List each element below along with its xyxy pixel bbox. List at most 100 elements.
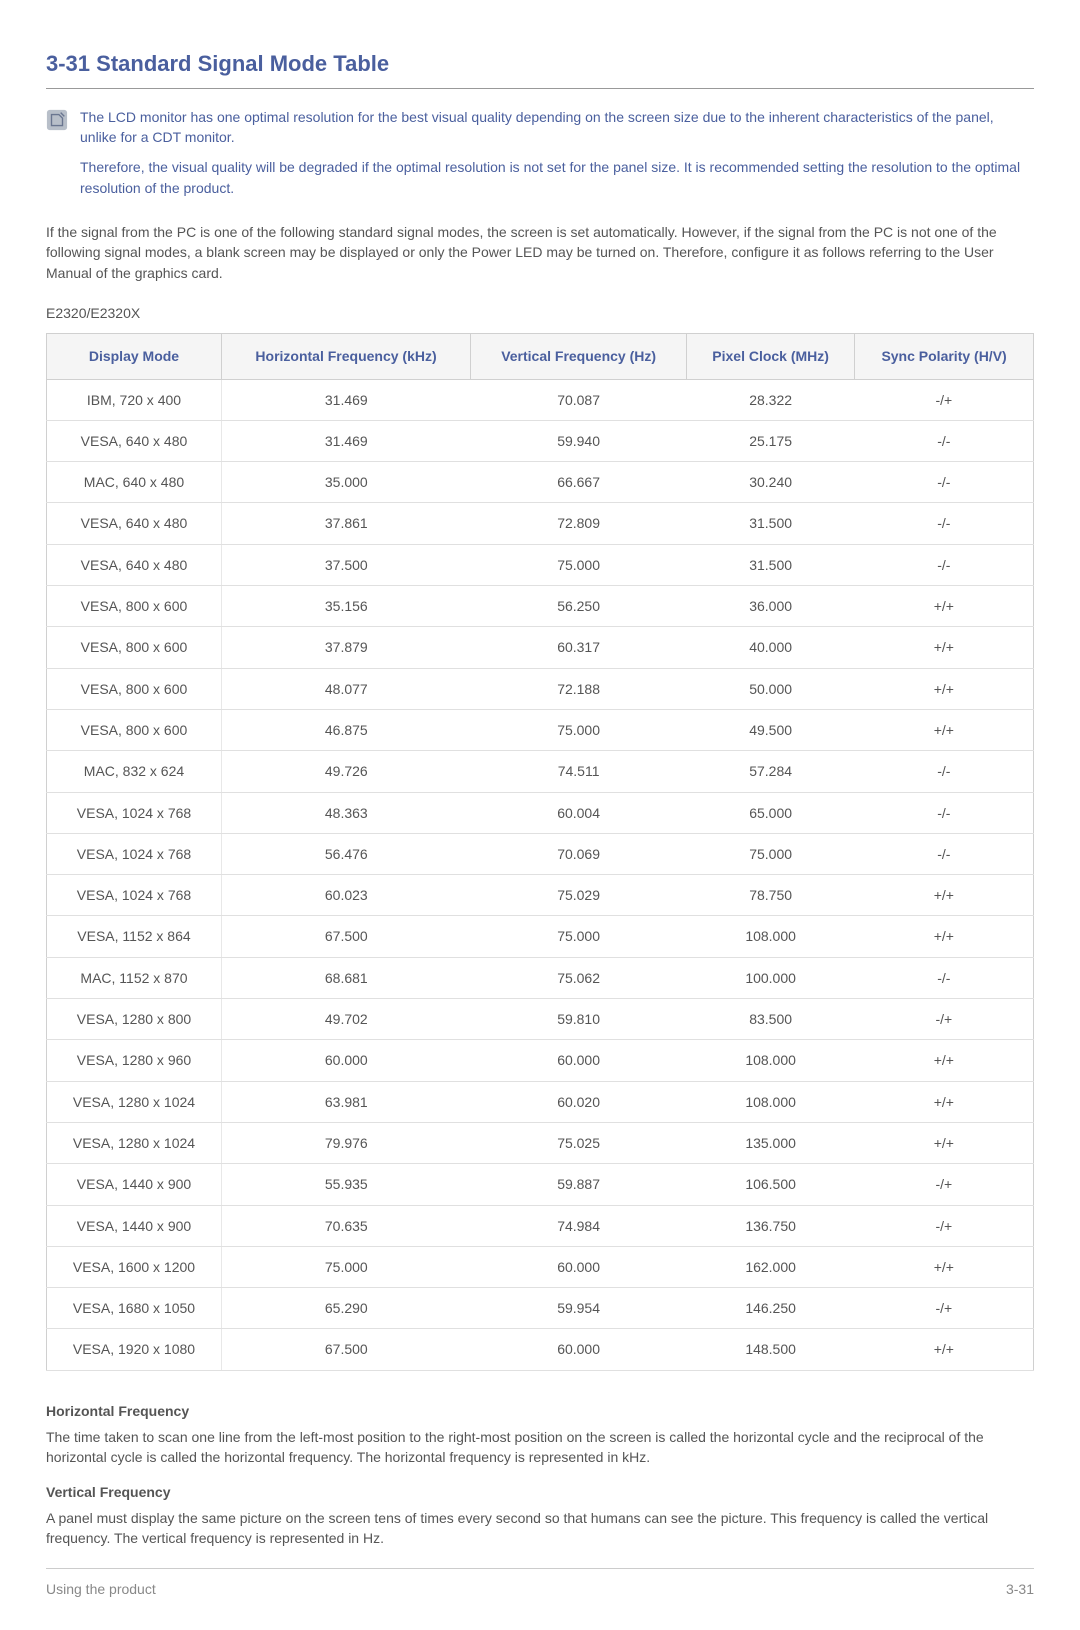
table-cell: 59.887	[471, 1164, 687, 1205]
col-horizontal-freq: Horizontal Frequency (kHz)	[221, 334, 470, 379]
table-cell: VESA, 640 x 480	[47, 420, 222, 461]
table-cell: -/-	[855, 462, 1034, 503]
note-block: The LCD monitor has one optimal resoluti…	[46, 107, 1034, 208]
table-cell: 49.726	[221, 751, 470, 792]
table-cell: IBM, 720 x 400	[47, 379, 222, 420]
table-cell: +/+	[855, 709, 1034, 750]
table-cell: 70.635	[221, 1205, 470, 1246]
table-cell: 59.954	[471, 1288, 687, 1329]
table-cell: 70.087	[471, 379, 687, 420]
table-cell: VESA, 640 x 480	[47, 544, 222, 585]
table-cell: 36.000	[687, 586, 855, 627]
table-cell: VESA, 1280 x 1024	[47, 1081, 222, 1122]
table-row: VESA, 1152 x 86467.50075.000108.000+/+	[47, 916, 1034, 957]
table-cell: 75.029	[471, 875, 687, 916]
table-cell: 37.500	[221, 544, 470, 585]
table-cell: 49.702	[221, 999, 470, 1040]
table-cell: 59.940	[471, 420, 687, 461]
table-cell: MAC, 640 x 480	[47, 462, 222, 503]
note-icon	[46, 107, 68, 208]
table-row: VESA, 1024 x 76848.36360.00465.000-/-	[47, 792, 1034, 833]
table-cell: 74.984	[471, 1205, 687, 1246]
table-cell: 56.250	[471, 586, 687, 627]
table-cell: 67.500	[221, 1329, 470, 1370]
table-cell: 31.469	[221, 420, 470, 461]
table-cell: 74.511	[471, 751, 687, 792]
vf-title: Vertical Frequency	[46, 1482, 1034, 1502]
page-footer: Using the product 3-31	[46, 1568, 1034, 1599]
table-row: VESA, 800 x 60048.07772.18850.000+/+	[47, 668, 1034, 709]
table-cell: 75.000	[221, 1246, 470, 1287]
table-cell: 75.062	[471, 957, 687, 998]
table-cell: 60.000	[221, 1040, 470, 1081]
table-row: MAC, 1152 x 87068.68175.062100.000-/-	[47, 957, 1034, 998]
table-cell: -/+	[855, 1164, 1034, 1205]
table-row: VESA, 1600 x 120075.00060.000162.000+/+	[47, 1246, 1034, 1287]
note-paragraph-2: Therefore, the visual quality will be de…	[80, 157, 1034, 198]
body-paragraph: If the signal from the PC is one of the …	[46, 222, 1034, 283]
table-cell: 48.077	[221, 668, 470, 709]
table-cell: -/-	[855, 792, 1034, 833]
table-cell: 65.290	[221, 1288, 470, 1329]
table-cell: -/-	[855, 751, 1034, 792]
table-row: VESA, 1680 x 105065.29059.954146.250-/+	[47, 1288, 1034, 1329]
table-cell: VESA, 1024 x 768	[47, 792, 222, 833]
table-row: IBM, 720 x 40031.46970.08728.322-/+	[47, 379, 1034, 420]
table-cell: +/+	[855, 1246, 1034, 1287]
table-cell: 31.469	[221, 379, 470, 420]
table-cell: 37.879	[221, 627, 470, 668]
table-cell: -/-	[855, 420, 1034, 461]
table-cell: 72.809	[471, 503, 687, 544]
table-cell: -/-	[855, 957, 1034, 998]
table-cell: 106.500	[687, 1164, 855, 1205]
table-cell: 60.020	[471, 1081, 687, 1122]
table-cell: 146.250	[687, 1288, 855, 1329]
table-cell: 60.000	[471, 1246, 687, 1287]
table-cell: 48.363	[221, 792, 470, 833]
col-sync-polarity: Sync Polarity (H/V)	[855, 334, 1034, 379]
table-row: VESA, 1024 x 76856.47670.06975.000-/-	[47, 833, 1034, 874]
table-cell: 70.069	[471, 833, 687, 874]
table-cell: VESA, 1280 x 960	[47, 1040, 222, 1081]
table-cell: 75.000	[471, 544, 687, 585]
table-cell: 56.476	[221, 833, 470, 874]
table-cell: 30.240	[687, 462, 855, 503]
table-cell: 25.175	[687, 420, 855, 461]
table-cell: 68.681	[221, 957, 470, 998]
table-cell: -/+	[855, 379, 1034, 420]
table-row: MAC, 832 x 62449.72674.51157.284-/-	[47, 751, 1034, 792]
table-cell: 60.023	[221, 875, 470, 916]
table-row: VESA, 1024 x 76860.02375.02978.750+/+	[47, 875, 1034, 916]
table-cell: 65.000	[687, 792, 855, 833]
table-cell: -/+	[855, 1288, 1034, 1329]
table-cell: VESA, 1024 x 768	[47, 833, 222, 874]
table-cell: VESA, 1920 x 1080	[47, 1329, 222, 1370]
table-cell: 35.000	[221, 462, 470, 503]
table-cell: VESA, 1440 x 900	[47, 1164, 222, 1205]
table-cell: 31.500	[687, 503, 855, 544]
table-cell: 60.317	[471, 627, 687, 668]
table-cell: 37.861	[221, 503, 470, 544]
table-row: MAC, 640 x 48035.00066.66730.240-/-	[47, 462, 1034, 503]
table-cell: 108.000	[687, 1040, 855, 1081]
table-cell: VESA, 1680 x 1050	[47, 1288, 222, 1329]
table-cell: +/+	[855, 1081, 1034, 1122]
table-cell: +/+	[855, 1122, 1034, 1163]
table-cell: 55.935	[221, 1164, 470, 1205]
table-row: VESA, 1280 x 102463.98160.020108.000+/+	[47, 1081, 1034, 1122]
table-row: VESA, 1440 x 90070.63574.984136.750-/+	[47, 1205, 1034, 1246]
table-cell: +/+	[855, 875, 1034, 916]
table-cell: VESA, 800 x 600	[47, 668, 222, 709]
table-cell: 75.000	[687, 833, 855, 874]
table-row: VESA, 640 x 48037.86172.80931.500-/-	[47, 503, 1034, 544]
table-cell: MAC, 1152 x 870	[47, 957, 222, 998]
table-cell: VESA, 1152 x 864	[47, 916, 222, 957]
table-row: VESA, 1440 x 90055.93559.887106.500-/+	[47, 1164, 1034, 1205]
table-row: VESA, 1920 x 108067.50060.000148.500+/+	[47, 1329, 1034, 1370]
table-cell: 148.500	[687, 1329, 855, 1370]
table-row: VESA, 1280 x 80049.70259.81083.500-/+	[47, 999, 1034, 1040]
table-cell: 100.000	[687, 957, 855, 998]
table-cell: VESA, 1280 x 800	[47, 999, 222, 1040]
table-cell: 75.000	[471, 916, 687, 957]
table-header-row: Display Mode Horizontal Frequency (kHz) …	[47, 334, 1034, 379]
